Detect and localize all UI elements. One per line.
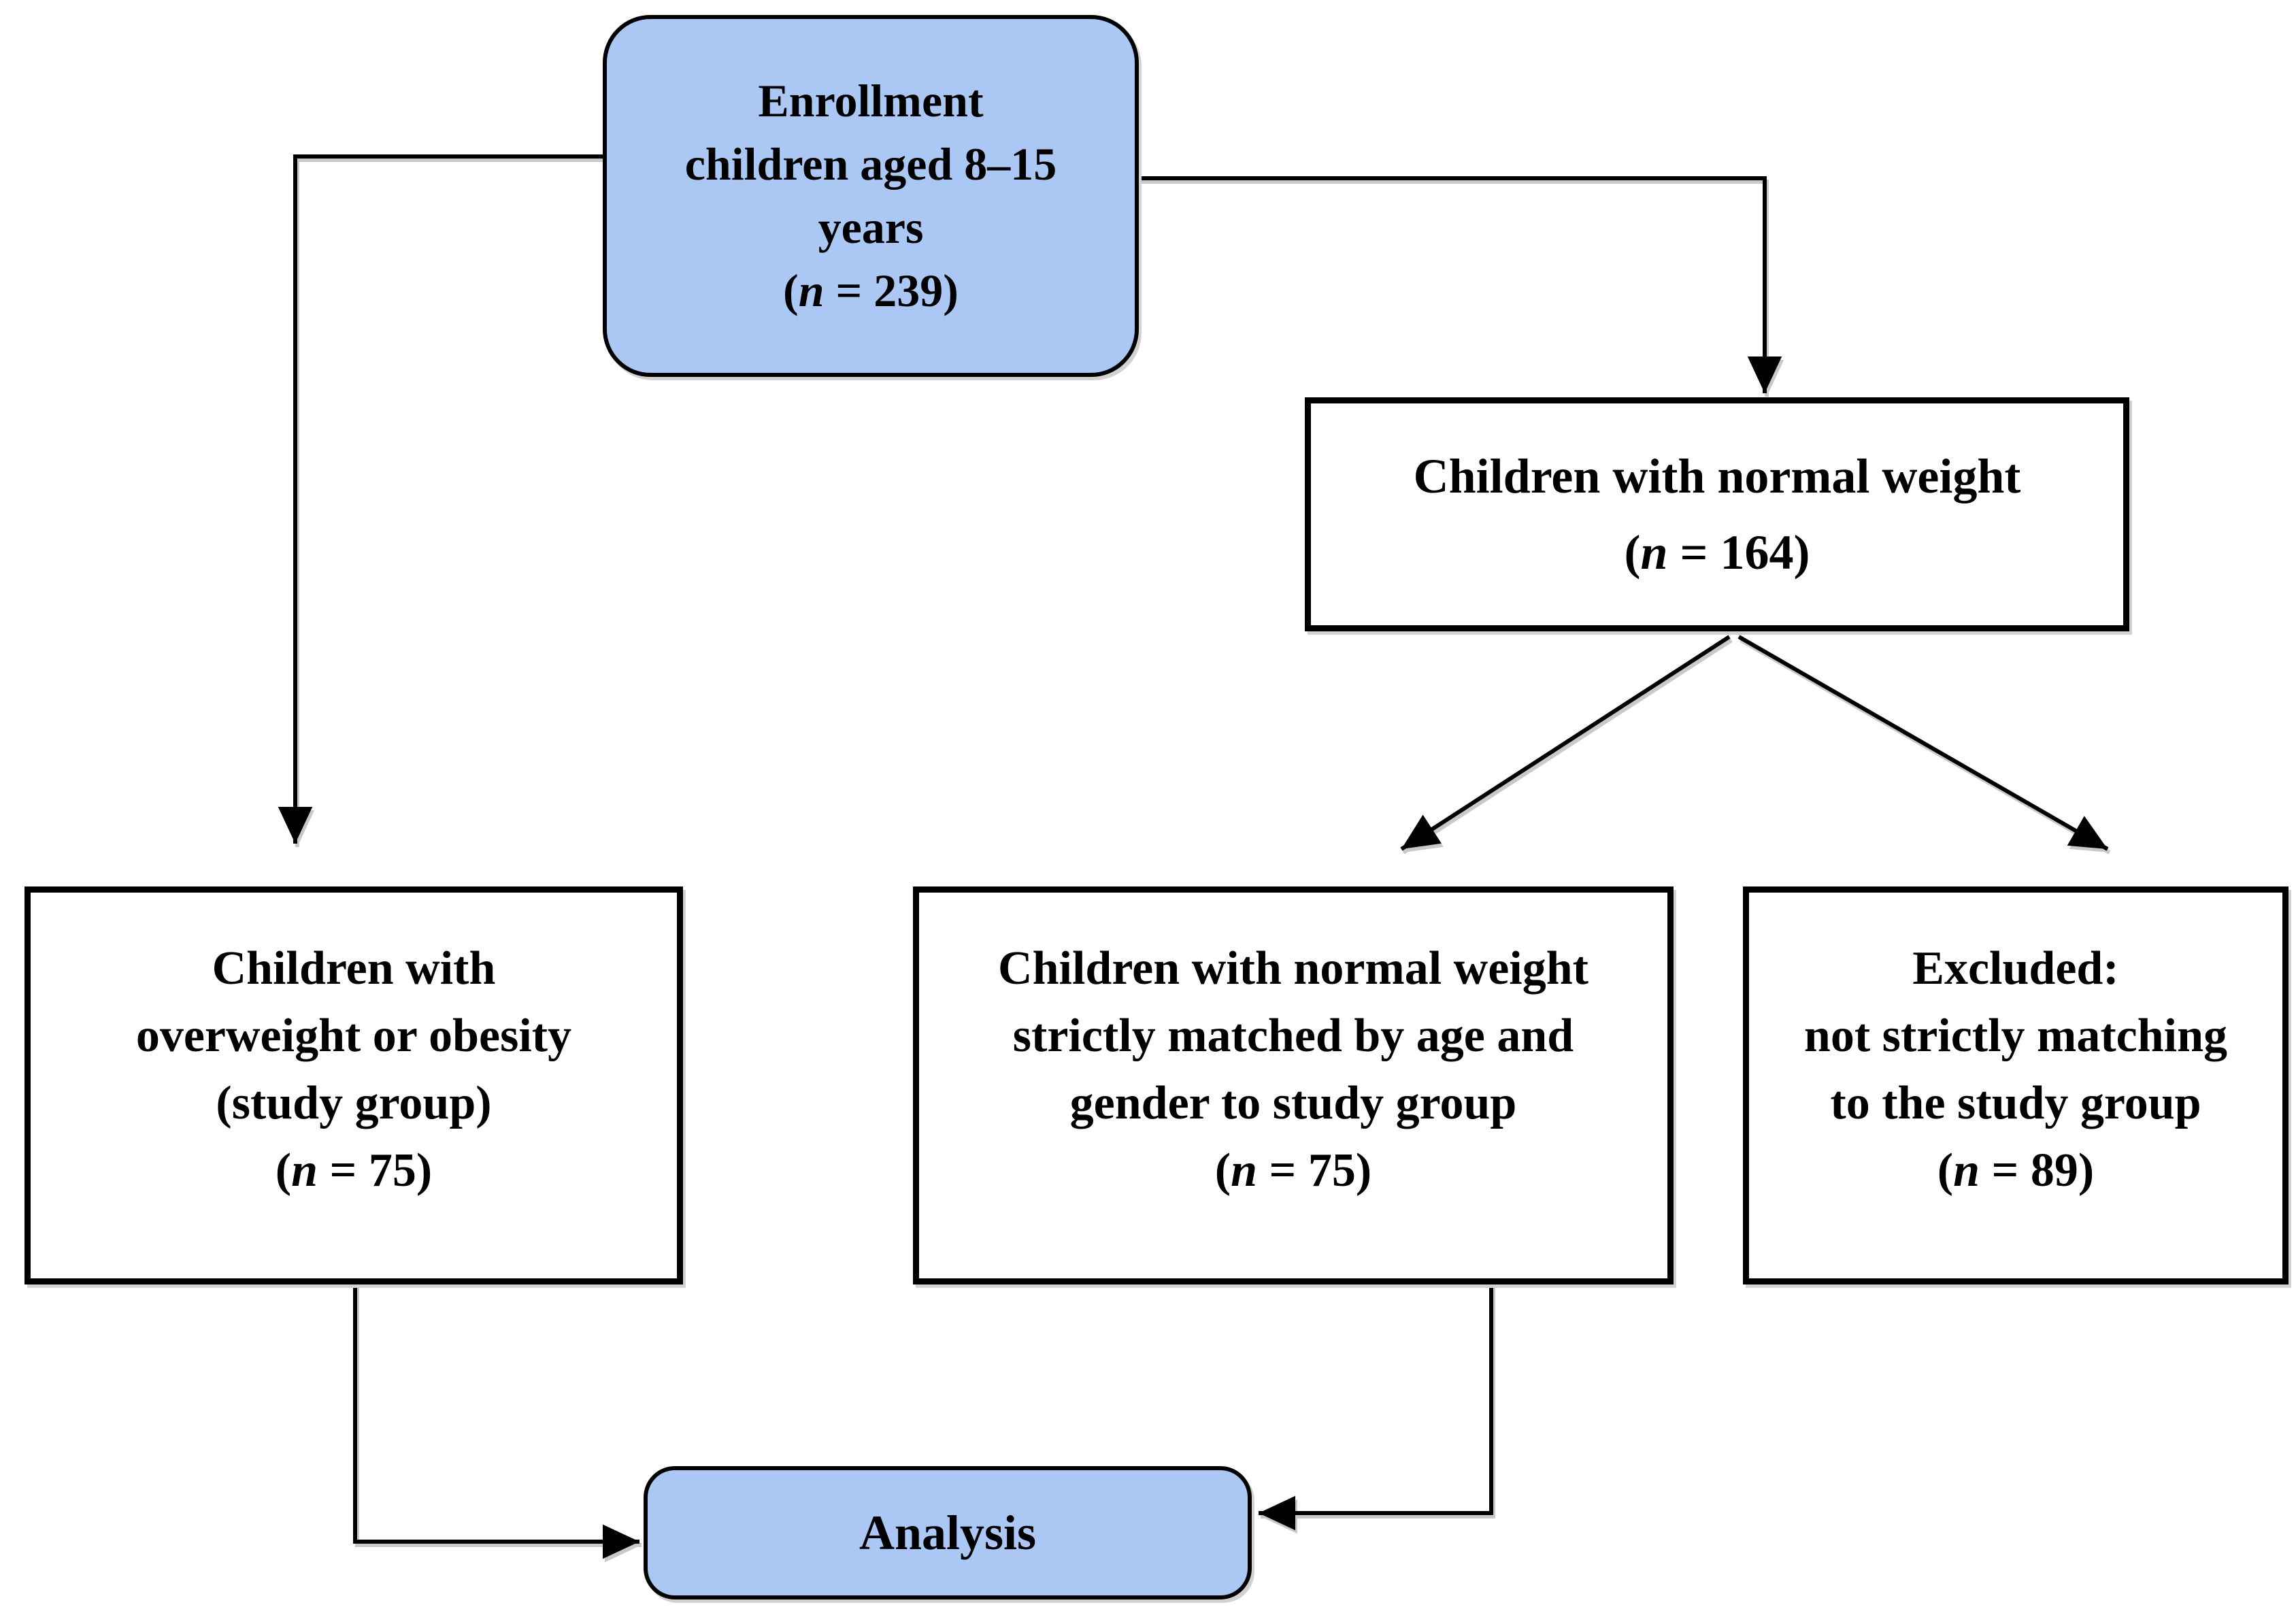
- enrollment-node: Enrollment children aged 8–15 years (n =…: [603, 15, 1139, 377]
- node-line: not strictly matching: [1803, 1010, 2228, 1062]
- node-line: to the study group: [1830, 1077, 2201, 1129]
- node-line: overweight or obesity: [135, 1010, 572, 1062]
- node-line: years: [818, 201, 924, 253]
- study-group-node: Children with overweight or obesity (stu…: [24, 886, 683, 1284]
- node-line: Children with normal weight: [1413, 449, 2021, 503]
- analysis-node: Analysis: [644, 1466, 1252, 1599]
- arrow-normal-weight-to-matched-controls: [1400, 635, 1731, 851]
- node-line: Children with: [212, 942, 496, 995]
- excluded-node: Excluded: not strictly matching to the s…: [1743, 886, 2289, 1284]
- node-line: Analysis: [859, 1506, 1037, 1560]
- node-line: gender to study group: [1069, 1077, 1517, 1129]
- node-line: (n = 75): [275, 1144, 433, 1197]
- arrow-normal-weight-to-excluded: [1737, 635, 2109, 851]
- node-line: Enrollment: [758, 75, 984, 127]
- arrow-matched-controls-to-analysis: [1259, 1284, 1493, 1531]
- arrow-enrollment-to-study-group: [278, 154, 603, 844]
- arrow-enrollment-to-normal-weight: [1139, 176, 1782, 393]
- node-line: (n = 89): [1937, 1144, 2095, 1197]
- node-line: (n = 239): [783, 265, 959, 316]
- arrow-study-group-to-analysis: [353, 1284, 639, 1559]
- normal-weight-node: Children with normal weight (n = 164): [1305, 397, 2129, 631]
- node-line: (n = 75): [1214, 1144, 1372, 1197]
- node-line: Excluded:: [1912, 942, 2119, 995]
- node-line: Children with normal weight: [998, 942, 1588, 995]
- node-line: strictly matched by age and: [1012, 1010, 1574, 1062]
- node-line: children aged 8–15: [684, 138, 1057, 190]
- node-line: (n = 164): [1624, 525, 1810, 580]
- matched-controls-node: Children with normal weight strictly mat…: [913, 886, 1674, 1284]
- node-line: (study group): [216, 1077, 492, 1129]
